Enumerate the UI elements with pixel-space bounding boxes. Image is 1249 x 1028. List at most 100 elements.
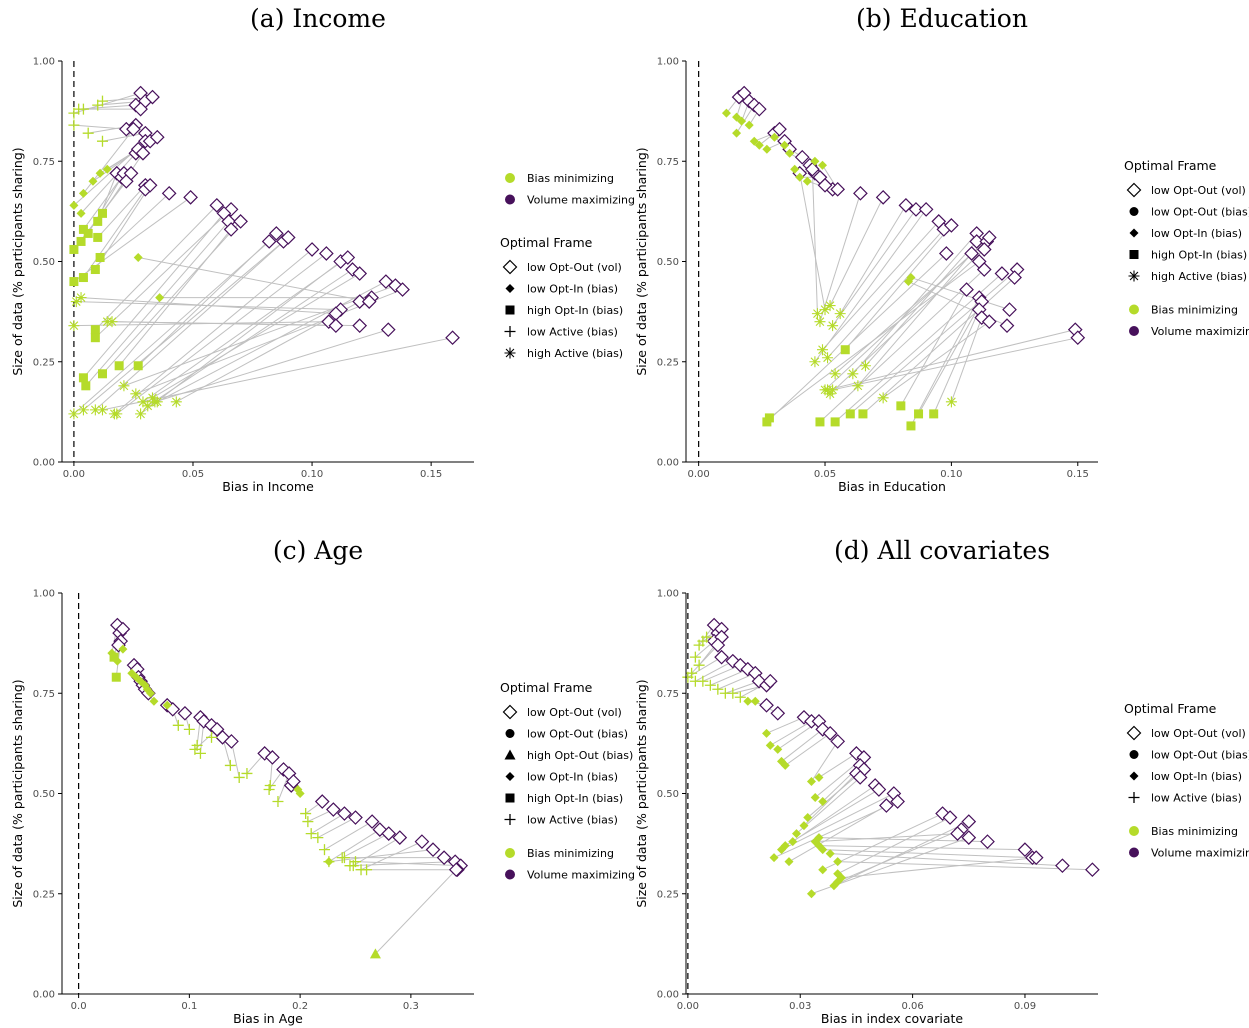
connector-line bbox=[83, 176, 122, 230]
x-tick-label: 0.00 bbox=[688, 469, 710, 480]
legend-title: Optimal Frame bbox=[500, 680, 593, 695]
chart-panel-education: 0.00 0.25 0.50 0.75 1.00 0.00 0.05 0.10 0.15 Bias… bbox=[634, 57, 1249, 495]
bias-point bbox=[68, 408, 80, 420]
bias-point bbox=[816, 344, 828, 356]
bias-point bbox=[77, 103, 89, 115]
bias-point bbox=[78, 273, 88, 283]
connector-line bbox=[818, 845, 1025, 851]
connector-line bbox=[837, 817, 951, 875]
bias-point bbox=[241, 767, 253, 779]
bias-point bbox=[118, 380, 130, 392]
volume-point bbox=[448, 862, 464, 878]
bias-point bbox=[146, 688, 156, 698]
connector-line bbox=[832, 337, 1078, 391]
bias-point bbox=[90, 333, 100, 343]
bias-point bbox=[114, 361, 124, 371]
connector-line bbox=[792, 785, 876, 843]
bias-point bbox=[762, 728, 772, 738]
legend-swatch-volume-maximizing bbox=[505, 194, 515, 205]
bias-point bbox=[825, 849, 835, 859]
bias-point bbox=[734, 691, 746, 703]
x-tick-label: 0.15 bbox=[420, 469, 442, 480]
x-tick-label: 0.00 bbox=[63, 469, 85, 480]
volume-maximizing-points bbox=[706, 617, 1100, 878]
bias-point bbox=[818, 797, 828, 807]
bias-point bbox=[721, 108, 731, 118]
bias-point bbox=[840, 345, 850, 355]
bias-point bbox=[829, 368, 841, 380]
legend-label: Volume maximizing bbox=[1151, 847, 1249, 860]
volume-point bbox=[183, 189, 198, 205]
connector-line bbox=[687, 656, 722, 678]
bias-point bbox=[769, 853, 779, 863]
bias-point bbox=[88, 176, 98, 186]
connector-line bbox=[157, 281, 387, 403]
chart-panel-all_covariates: 0.00 0.25 0.50 0.75 1.00 0.00 0.03 0.06 0.09 Bias… bbox=[634, 589, 1249, 1027]
legend-shape-diamond bbox=[505, 284, 515, 293]
bias-point bbox=[780, 140, 790, 150]
connector-line bbox=[833, 821, 969, 887]
bias-point bbox=[830, 417, 840, 427]
connector-line bbox=[827, 329, 1076, 391]
bias-point bbox=[162, 700, 172, 710]
legend-label: high Active (bias) bbox=[527, 347, 623, 360]
bias-point bbox=[833, 857, 843, 867]
bias-point bbox=[135, 408, 147, 420]
volume-point bbox=[392, 830, 408, 845]
x-tick-label: 0.10 bbox=[301, 469, 323, 480]
y-tick-label: 0.00 bbox=[657, 990, 679, 1001]
connector-line bbox=[324, 821, 373, 851]
volume-point bbox=[115, 621, 131, 637]
bias-point bbox=[744, 120, 754, 130]
x-axis-title: Bias in Age bbox=[233, 1011, 303, 1026]
connector-line bbox=[154, 329, 389, 403]
legend: Optimal Frame low Opt-Out (vol) low Opt-Ou… bbox=[1124, 158, 1249, 338]
legend: Optimal Frame low Opt-Out (vol) low Opt-Ou… bbox=[1124, 701, 1249, 860]
bias-point bbox=[780, 760, 790, 770]
bias-point bbox=[799, 821, 809, 831]
volume-point bbox=[964, 246, 979, 261]
y-tick-label: 0.50 bbox=[33, 257, 55, 268]
volume-point bbox=[268, 226, 284, 241]
legend-shape-square bbox=[1129, 250, 1139, 259]
volume-point bbox=[133, 101, 148, 117]
bias-point bbox=[183, 723, 195, 735]
connector-line bbox=[811, 169, 818, 314]
x-axis-title: Bias in Income bbox=[222, 479, 314, 494]
connector-line bbox=[822, 813, 943, 871]
volume-point bbox=[1055, 858, 1070, 874]
volume-point bbox=[352, 294, 368, 309]
bias-point bbox=[78, 224, 88, 234]
bias-point bbox=[68, 119, 80, 131]
y-tick-label: 0.50 bbox=[657, 789, 679, 800]
bias-point bbox=[795, 172, 805, 182]
connector-line bbox=[107, 321, 360, 327]
connector-line bbox=[815, 833, 958, 843]
bias-point bbox=[95, 168, 105, 178]
bias-point bbox=[133, 252, 143, 262]
y-tick-label: 0.75 bbox=[657, 689, 679, 700]
y-tick-label: 0.25 bbox=[33, 357, 55, 368]
bias-point bbox=[777, 845, 787, 855]
legend-label: Volume maximizing bbox=[527, 194, 635, 207]
legend-title: Optimal Frame bbox=[1124, 701, 1217, 716]
volume-point bbox=[1002, 302, 1017, 317]
volume-point bbox=[126, 121, 141, 137]
volume-point bbox=[261, 234, 277, 249]
connector-line bbox=[839, 205, 907, 314]
connector-line bbox=[94, 205, 218, 331]
bias-point bbox=[344, 860, 356, 872]
legend-shape-diamond bbox=[505, 772, 515, 781]
bias-point bbox=[90, 325, 100, 335]
legend-shape-diamond bbox=[1129, 228, 1139, 238]
bias-point bbox=[743, 696, 753, 706]
bias-point bbox=[809, 356, 821, 368]
x-tick-label: 0.10 bbox=[940, 469, 962, 480]
connector-line bbox=[857, 253, 972, 387]
bias-point bbox=[293, 784, 303, 794]
bias-point bbox=[118, 644, 128, 654]
bias-point bbox=[69, 200, 79, 210]
volume-point bbox=[304, 242, 320, 257]
legend-label: low Opt-Out (bias) bbox=[1151, 206, 1249, 219]
